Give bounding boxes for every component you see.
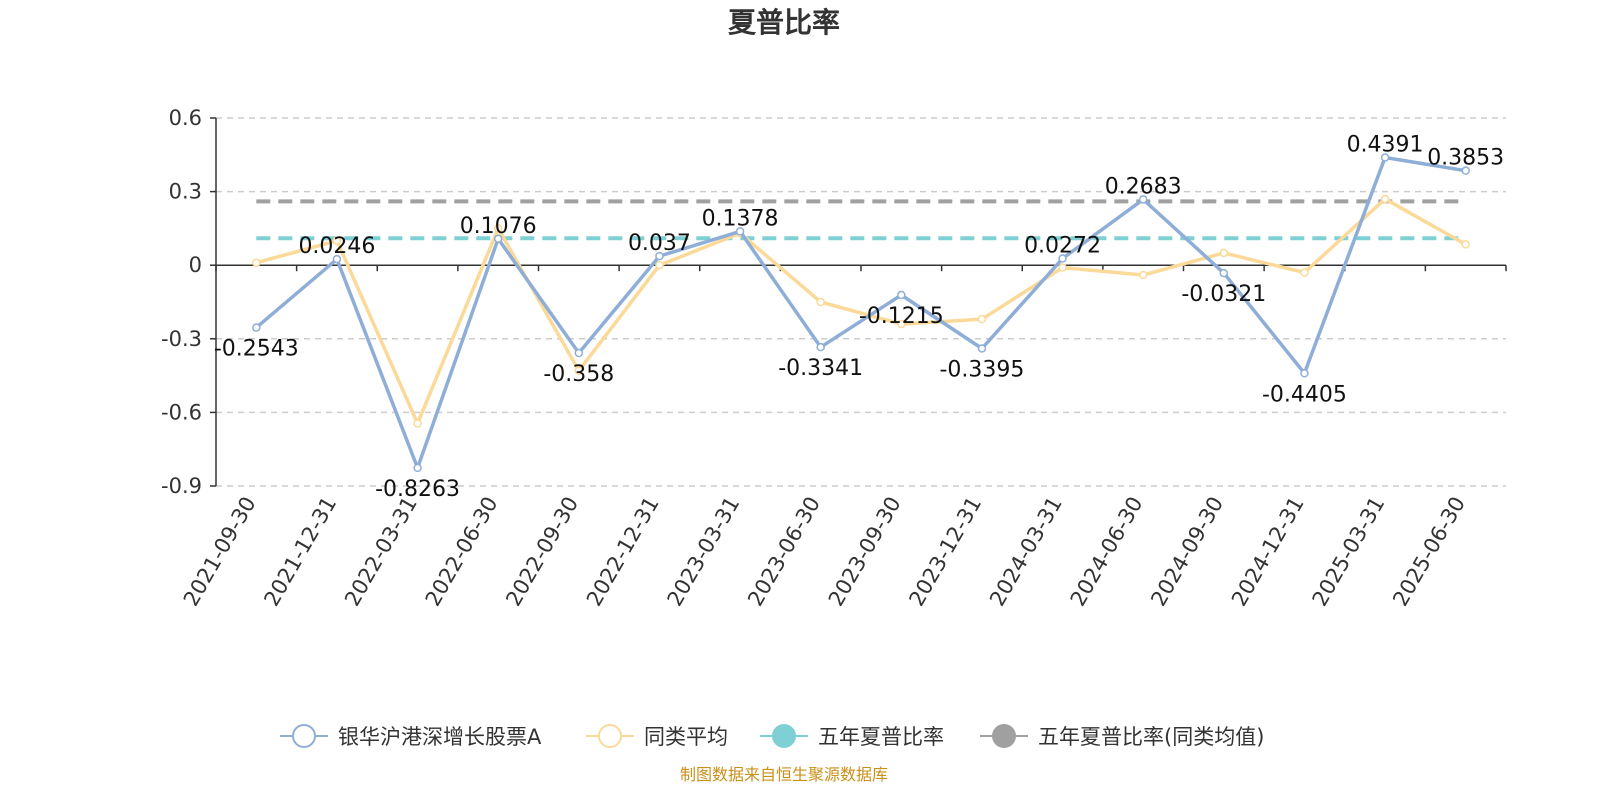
data-point xyxy=(655,251,664,261)
data-point xyxy=(1058,254,1067,263)
data-point xyxy=(1219,268,1229,278)
data-point xyxy=(252,323,261,332)
series-lines xyxy=(252,153,1470,473)
data-point xyxy=(1461,240,1470,249)
y-tick-label: 0 xyxy=(189,253,202,277)
x-tick-label: 2022-09-30 xyxy=(501,493,583,611)
data-point xyxy=(1219,248,1229,258)
data-point xyxy=(1300,369,1309,378)
x-tick-label: 2023-12-31 xyxy=(904,493,986,611)
data-point xyxy=(574,348,584,358)
x-tick-label: 2025-03-31 xyxy=(1308,493,1390,611)
data-label: -0.358 xyxy=(543,362,614,387)
grid-lines xyxy=(216,117,1506,487)
x-tick-label: 2023-06-30 xyxy=(743,493,825,611)
chart-title: 夏普比率 xyxy=(728,6,840,39)
data-label: -0.3395 xyxy=(939,357,1024,382)
data-label: -0.4405 xyxy=(1262,382,1347,407)
data-point xyxy=(574,366,584,375)
y-tick-label: 0.6 xyxy=(169,106,202,130)
legend-marker-circle xyxy=(598,724,622,748)
x-tick-label: 2023-03-31 xyxy=(663,493,745,611)
x-tick-label: 2023-09-30 xyxy=(824,493,906,611)
legend-label: 五年夏普比率 xyxy=(818,725,944,749)
data-point xyxy=(1300,268,1309,277)
data-label: 0.2683 xyxy=(1105,174,1182,199)
data-label: -0.3341 xyxy=(778,356,863,381)
data-point xyxy=(413,463,422,473)
x-tick-label: 2021-12-31 xyxy=(259,493,341,611)
data-point xyxy=(655,260,664,270)
y-tick-label: -0.6 xyxy=(161,400,202,424)
data-point xyxy=(1380,153,1390,162)
y-tick-label: -0.3 xyxy=(161,327,202,351)
data-point xyxy=(1461,166,1470,175)
data-label: 0.1076 xyxy=(460,214,537,239)
x-tick-label: 2022-06-30 xyxy=(421,493,503,611)
data-point xyxy=(493,234,503,244)
data-point xyxy=(1058,263,1067,272)
y-tick-label: 0.3 xyxy=(169,180,202,204)
y-tick-label: -0.9 xyxy=(161,474,202,498)
data-label: 0.037 xyxy=(628,231,691,256)
data-point xyxy=(897,290,906,300)
legend-label: 同类平均 xyxy=(644,725,728,749)
data-point xyxy=(977,344,987,353)
data-label: -0.2543 xyxy=(214,337,299,362)
data-point xyxy=(1380,194,1390,204)
data-label: -0.1215 xyxy=(859,304,944,329)
series-line-fund xyxy=(255,155,1466,470)
data-label: 0.0272 xyxy=(1024,234,1101,259)
data-point xyxy=(735,227,745,236)
data-point xyxy=(332,254,342,264)
data-point xyxy=(1138,195,1148,204)
x-tick-label: 2022-12-31 xyxy=(582,493,664,611)
data-label: 0.3853 xyxy=(1427,146,1504,171)
legend: 银华沪港深增长股票A 同类平均 五年夏普比率 五年夏普比率(同类均值) xyxy=(280,724,1264,749)
x-tick-label: 2024-06-30 xyxy=(1066,493,1148,611)
x-tick-label: 2021-09-30 xyxy=(179,493,261,611)
legend-label: 银华沪港深增长股票A xyxy=(338,725,542,749)
legend-label: 五年夏普比率(同类均值) xyxy=(1038,725,1264,749)
x-tick-label: 2025-06-30 xyxy=(1388,493,1470,611)
source-note: 制图数据来自恒生聚源数据库 xyxy=(680,765,888,784)
data-point xyxy=(1138,270,1148,280)
data-label: -0.8263 xyxy=(375,477,460,502)
data-point xyxy=(493,224,503,233)
legend-marker-circle xyxy=(992,724,1016,748)
data-point xyxy=(816,342,825,352)
x-tick-label: 2024-03-31 xyxy=(985,493,1067,611)
data-label: -0.0321 xyxy=(1181,282,1266,307)
legend-marker-circle xyxy=(292,724,316,748)
x-tick-label: 2024-09-30 xyxy=(1146,493,1228,611)
data-point xyxy=(897,319,906,329)
series-line-peer-average xyxy=(255,197,1467,426)
data-point xyxy=(332,236,342,245)
data-point xyxy=(413,419,422,428)
data-labels: -0.2543 0.0246 -0.8263 0.1076 -0.358 0.037 0.1… xyxy=(214,132,1504,501)
data-label: 0.4391 xyxy=(1347,132,1424,157)
data-point xyxy=(977,314,987,324)
legend-marker-circle xyxy=(772,724,796,748)
data-point xyxy=(252,258,261,267)
x-tick-label: 2022-03-31 xyxy=(340,493,422,611)
data-label: 0.0246 xyxy=(298,234,375,259)
data-point xyxy=(816,297,825,307)
data-label: 0.1378 xyxy=(702,206,779,231)
x-tick-label: 2024-12-31 xyxy=(1227,493,1309,611)
